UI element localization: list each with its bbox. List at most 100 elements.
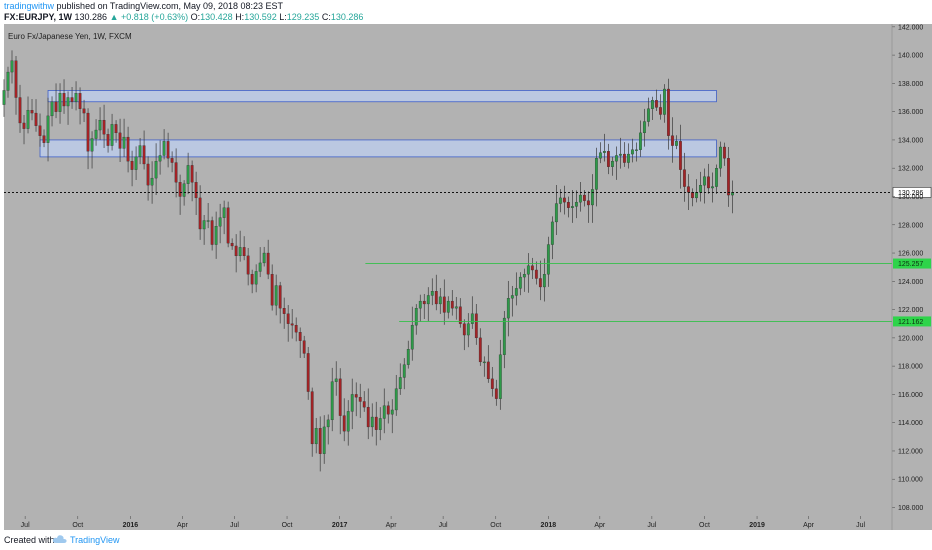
candle-up — [158, 155, 162, 162]
candle-down — [623, 153, 626, 163]
candle-up — [643, 121, 646, 134]
candle-up — [546, 244, 550, 275]
footer: Created with TradingView — [0, 530, 932, 550]
chart-header: tradingwithw published on TradingView.co… — [0, 0, 932, 24]
candle-up — [554, 203, 558, 223]
last-price-tag — [892, 187, 932, 198]
price-axis[interactable] — [892, 24, 932, 530]
candle-up — [675, 141, 678, 146]
candle-down — [198, 197, 202, 230]
x-tick-label: Jul — [856, 522, 865, 529]
candle-down — [106, 134, 110, 146]
candle-up — [98, 119, 102, 131]
candle-down — [490, 378, 494, 389]
candle-up — [699, 185, 702, 193]
candle-down — [270, 274, 274, 306]
candle-down — [358, 397, 362, 402]
candle-up — [350, 394, 354, 412]
candle-down — [102, 119, 106, 135]
candle-up — [162, 141, 166, 156]
candle-up — [446, 300, 450, 313]
candle-up — [110, 124, 114, 146]
candle-down — [242, 247, 246, 257]
open-value: 130.428 — [200, 12, 233, 22]
published-text: published on TradingView.com, May 09, 20… — [56, 1, 284, 11]
change-text: +0.818 (+0.63%) — [121, 12, 189, 22]
candle-down — [691, 192, 694, 199]
candle-up — [334, 378, 338, 382]
y-tick-label: 126.000 — [898, 251, 923, 258]
y-tick-label: 140.000 — [898, 53, 923, 60]
candle-up — [715, 168, 718, 187]
last-price-text: 130.286 — [74, 12, 108, 22]
candle-down — [22, 122, 26, 129]
price-label-text: 121.162 — [898, 319, 923, 326]
candle-up — [122, 136, 126, 149]
price-chart[interactable]: 125.257 121.162 130.286 108.000 110.000 112.… — [0, 24, 932, 530]
candle-down — [86, 112, 90, 152]
tradingview-brand-link[interactable]: TradingView — [70, 535, 120, 545]
author-link[interactable]: tradingwithw — [4, 1, 55, 11]
high-value: 130.592 — [244, 12, 277, 22]
plot-area[interactable] — [4, 24, 892, 516]
candle-up — [238, 247, 242, 257]
symbol-label[interactable]: FX:EURJPY, 1W — [4, 12, 73, 22]
y-tick-label: 136.000 — [898, 109, 923, 116]
tradingview-cloud-icon — [52, 535, 67, 543]
candle-up — [526, 265, 530, 275]
candle-up — [46, 115, 50, 143]
candle-down — [190, 165, 194, 183]
candle-down — [462, 323, 466, 336]
y-tick-label: 122.000 — [898, 307, 923, 314]
candle-down — [246, 255, 250, 275]
x-tick-label: Apr — [177, 522, 189, 529]
candle-up — [314, 428, 318, 445]
x-tick-label: Oct — [72, 522, 83, 529]
y-tick-label: 138.000 — [898, 81, 923, 88]
candle-down — [278, 285, 282, 309]
candle-up — [651, 100, 654, 109]
y-tick-label: 142.000 — [898, 24, 923, 31]
upper-resistance-zone — [47, 90, 717, 103]
candle-down — [667, 88, 670, 136]
candle-down — [266, 252, 270, 275]
candle-up — [542, 274, 546, 288]
candle-down — [434, 291, 438, 305]
candle-down — [354, 394, 358, 398]
candle-up — [627, 153, 630, 163]
price-label-text: 125.257 — [898, 261, 923, 268]
candle-down — [727, 158, 730, 196]
candle-up — [598, 152, 602, 159]
candle-up — [502, 317, 506, 355]
time-axis[interactable] — [4, 516, 892, 530]
candle-up — [454, 306, 458, 309]
x-tick-label: Jul — [647, 522, 656, 529]
candle-up — [615, 155, 618, 162]
candle-down — [723, 146, 726, 159]
candle-down — [486, 361, 490, 380]
candle-down — [534, 269, 538, 279]
candle-up — [390, 409, 394, 415]
candle-down — [687, 186, 690, 193]
candle-up — [695, 192, 698, 199]
candle-up — [6, 71, 10, 91]
close-label: C: — [321, 12, 331, 22]
candle-down — [659, 107, 662, 115]
chart-title: Euro Fx/Japanese Yen, 1W, FXCM — [8, 32, 132, 41]
candle-up — [602, 151, 606, 153]
candle-down — [310, 391, 314, 445]
candle-down — [362, 401, 366, 408]
candle-up — [711, 186, 714, 189]
candle-up — [262, 252, 266, 264]
candle-up — [522, 274, 526, 278]
candle-down — [42, 135, 46, 143]
candle-up — [619, 153, 622, 156]
y-tick-label: 108.000 — [898, 505, 923, 512]
x-tick-label: Apr — [594, 522, 606, 529]
y-tick-label: 134.000 — [898, 137, 923, 144]
candle-up — [258, 262, 262, 272]
candle-up — [346, 411, 350, 432]
close-value: 130.286 — [330, 12, 364, 22]
candle-down — [282, 308, 286, 314]
candle-up — [154, 160, 158, 179]
